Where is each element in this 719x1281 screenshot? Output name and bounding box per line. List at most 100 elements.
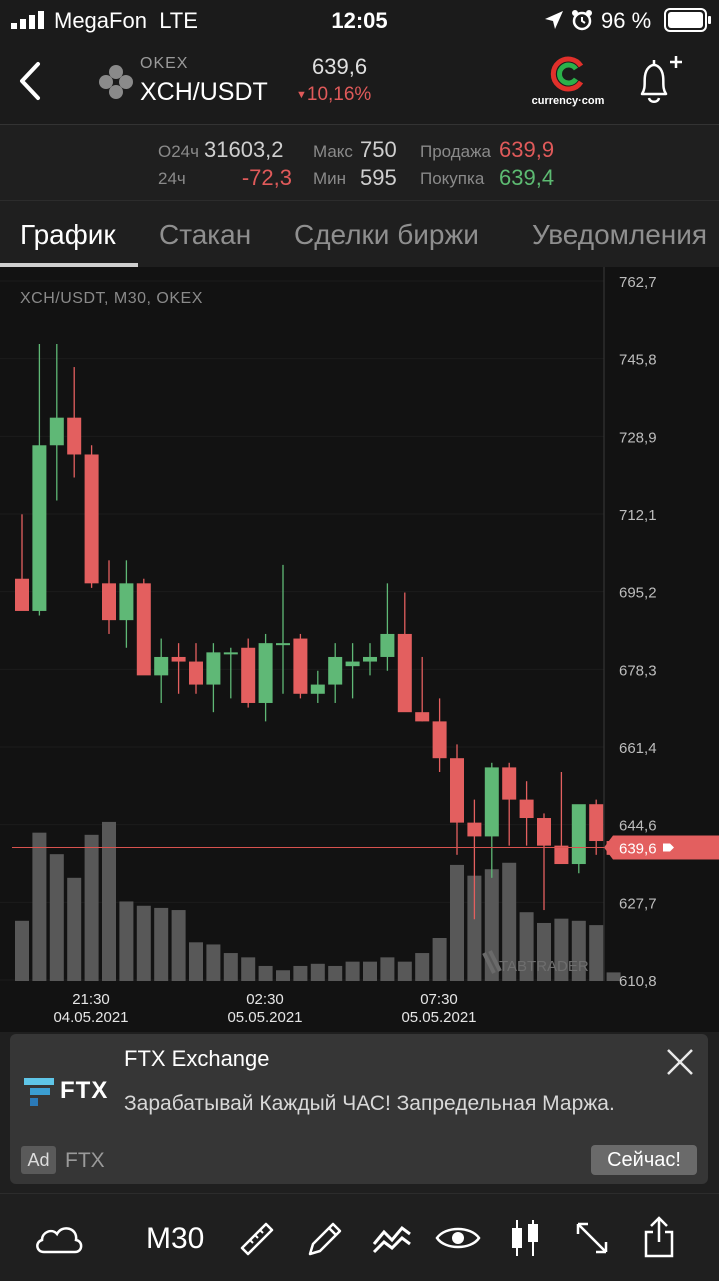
candle[interactable] bbox=[519, 781, 534, 846]
candle[interactable] bbox=[537, 813, 551, 911]
ftx-logo-text: FTX bbox=[60, 1077, 109, 1104]
current-price-label: 639,6 bbox=[619, 840, 657, 857]
candle[interactable] bbox=[467, 799, 482, 920]
candle[interactable] bbox=[119, 560, 134, 648]
candle[interactable] bbox=[84, 445, 99, 588]
candle[interactable] bbox=[293, 633, 308, 699]
ad-title[interactable]: FTX Exchange bbox=[124, 1046, 270, 1071]
candle[interactable] bbox=[345, 643, 360, 699]
eye-icon[interactable] bbox=[435, 1224, 481, 1252]
candle[interactable] bbox=[554, 772, 569, 865]
candles-icon[interactable] bbox=[508, 1218, 542, 1258]
volume-bar bbox=[241, 957, 256, 981]
volume-bar bbox=[32, 832, 47, 981]
candle[interactable] bbox=[32, 344, 47, 616]
max-label: Макс bbox=[313, 142, 353, 161]
tab-order-book[interactable]: Стакан bbox=[159, 219, 252, 250]
candle[interactable] bbox=[571, 804, 586, 874]
bottom-toolbar: M30 bbox=[0, 1193, 719, 1281]
ad-cta-button[interactable]: Сейчас! bbox=[591, 1145, 697, 1175]
y-tick-label: 762,7 bbox=[619, 274, 657, 291]
cloud-icon[interactable] bbox=[34, 1222, 84, 1256]
candle[interactable] bbox=[49, 344, 64, 501]
market-stats: О24ч 31603,2 24ч -72,3 Макс 750 Мин 595 … bbox=[0, 125, 719, 201]
pair-name[interactable]: XCH/USDT bbox=[140, 78, 268, 106]
min-label: Мин bbox=[313, 169, 347, 188]
volume-bar bbox=[467, 875, 482, 981]
last-price: 639,6 bbox=[312, 54, 368, 79]
candle-body bbox=[223, 652, 238, 655]
candle[interactable] bbox=[450, 744, 464, 855]
candle[interactable] bbox=[276, 564, 290, 694]
volume-bar bbox=[554, 918, 569, 981]
add-alert-icon[interactable] bbox=[634, 54, 686, 108]
volume-bar bbox=[328, 965, 343, 981]
volume-bar bbox=[154, 907, 169, 981]
candle[interactable] bbox=[310, 670, 325, 703]
sell-label: Продажа bbox=[420, 142, 491, 161]
candle[interactable] bbox=[171, 643, 186, 694]
volume-bar bbox=[571, 920, 586, 981]
volume-bar bbox=[415, 953, 430, 981]
timeframe-button[interactable]: M30 bbox=[146, 1222, 205, 1255]
close-icon[interactable] bbox=[666, 1048, 694, 1076]
volume-bar bbox=[84, 834, 99, 981]
candle[interactable] bbox=[189, 643, 203, 694]
ad-banner[interactable]: FTX FTX Exchange Зарабатывай Каждый ЧАС!… bbox=[10, 1034, 708, 1184]
min-value: 595 bbox=[360, 165, 397, 190]
candle[interactable] bbox=[415, 656, 430, 722]
volume-bar bbox=[189, 942, 203, 981]
tab-chart[interactable]: График bbox=[20, 219, 116, 250]
currency-com-logo-icon[interactable] bbox=[548, 54, 588, 94]
pencil-icon[interactable] bbox=[306, 1220, 344, 1258]
share-icon[interactable] bbox=[642, 1216, 676, 1258]
candle[interactable] bbox=[502, 762, 517, 846]
candle[interactable] bbox=[206, 643, 221, 713]
candle[interactable] bbox=[484, 762, 499, 878]
y-tick-label: 627,7 bbox=[619, 895, 657, 912]
candle-body bbox=[84, 454, 99, 584]
candle[interactable] bbox=[223, 647, 238, 699]
buy-value: 639,4 bbox=[499, 165, 555, 190]
x-tick-date: 05.05.2021 bbox=[227, 1009, 302, 1026]
tab-alerts[interactable]: Уведомления bbox=[532, 219, 708, 250]
candle-body bbox=[571, 804, 586, 865]
candlestick-chart[interactable]: 762,7 745,8 728,9 712,1 695,2 678,3 661,4 644,6… bbox=[0, 267, 719, 1032]
candle[interactable] bbox=[154, 638, 169, 703]
candle[interactable] bbox=[363, 643, 377, 676]
volume-bar bbox=[206, 944, 221, 981]
coin-logo-icon bbox=[99, 65, 133, 99]
status-bar: MegaFon LTE 12:05 96 % bbox=[0, 0, 719, 40]
back-icon[interactable] bbox=[14, 60, 44, 102]
candle[interactable] bbox=[589, 799, 604, 855]
price-chart[interactable]: 762,7 745,8 728,9 712,1 695,2 678,3 661,4 644,6… bbox=[0, 267, 719, 1032]
volume-bar bbox=[171, 910, 186, 981]
candle[interactable] bbox=[328, 643, 343, 703]
candle-body bbox=[432, 721, 447, 759]
status-time: 12:05 bbox=[331, 8, 388, 33]
currency-com-label: currency·com bbox=[531, 95, 605, 107]
sell-value: 639,9 bbox=[499, 137, 555, 162]
fullscreen-icon[interactable] bbox=[574, 1220, 610, 1256]
candle[interactable] bbox=[15, 514, 29, 611]
candle[interactable] bbox=[380, 583, 395, 671]
exchange-name: OKEX bbox=[140, 55, 189, 72]
candle[interactable] bbox=[258, 633, 273, 722]
price-tag-icon bbox=[663, 843, 674, 852]
open-value: 31603,2 bbox=[204, 137, 284, 162]
candle[interactable] bbox=[397, 592, 412, 713]
change-24h-label: 24ч bbox=[158, 169, 186, 188]
ruler-icon[interactable] bbox=[238, 1220, 276, 1258]
indicators-icon[interactable] bbox=[372, 1224, 412, 1254]
ad-text[interactable]: Зарабатывай Каждый ЧАС! Запредельная Мар… bbox=[124, 1092, 615, 1115]
tab-trades[interactable]: Сделки биржи bbox=[294, 219, 479, 250]
volume-bar bbox=[432, 938, 447, 981]
candle[interactable] bbox=[432, 698, 447, 773]
candle[interactable] bbox=[67, 367, 82, 478]
candle[interactable] bbox=[136, 578, 151, 676]
volume-bar bbox=[276, 970, 290, 981]
x-tick-time: 21:30 bbox=[72, 991, 110, 1008]
volume-bar bbox=[606, 972, 621, 981]
candle[interactable] bbox=[102, 560, 116, 634]
candle[interactable] bbox=[241, 638, 256, 708]
